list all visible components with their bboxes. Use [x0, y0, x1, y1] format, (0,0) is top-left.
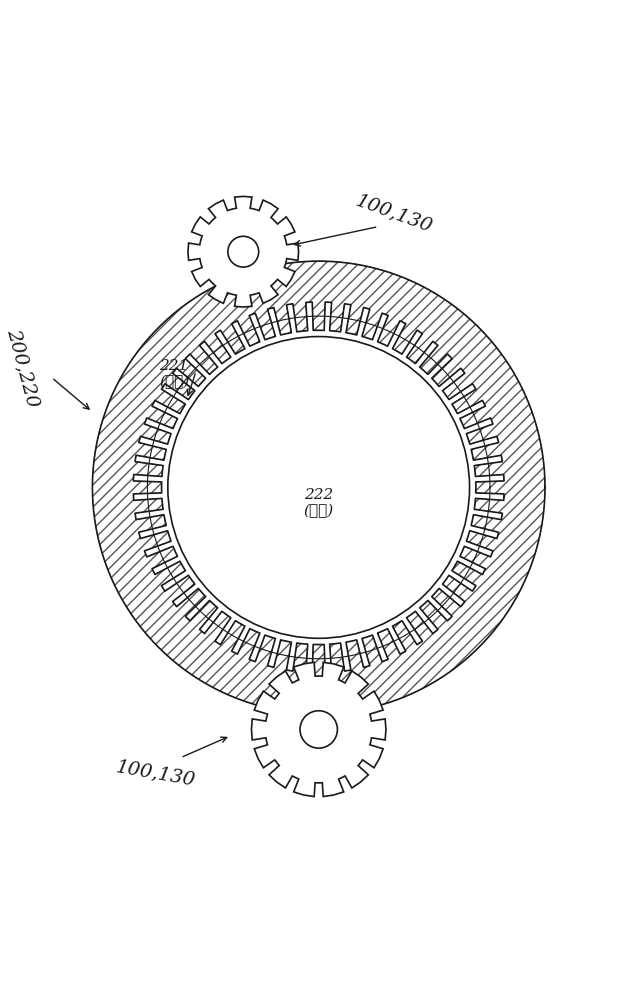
PathPatch shape [92, 261, 545, 714]
Polygon shape [251, 662, 386, 797]
Text: 222
(世界): 222 (世界) [304, 488, 334, 518]
Text: 200,220: 200,220 [4, 327, 42, 409]
Circle shape [228, 236, 259, 267]
Text: 100,130: 100,130 [353, 192, 435, 236]
Polygon shape [188, 196, 299, 307]
Circle shape [300, 711, 337, 748]
Circle shape [168, 337, 470, 638]
Text: 100,130: 100,130 [114, 758, 196, 789]
Text: 221
(旋轉): 221 (旋轉) [159, 359, 189, 390]
